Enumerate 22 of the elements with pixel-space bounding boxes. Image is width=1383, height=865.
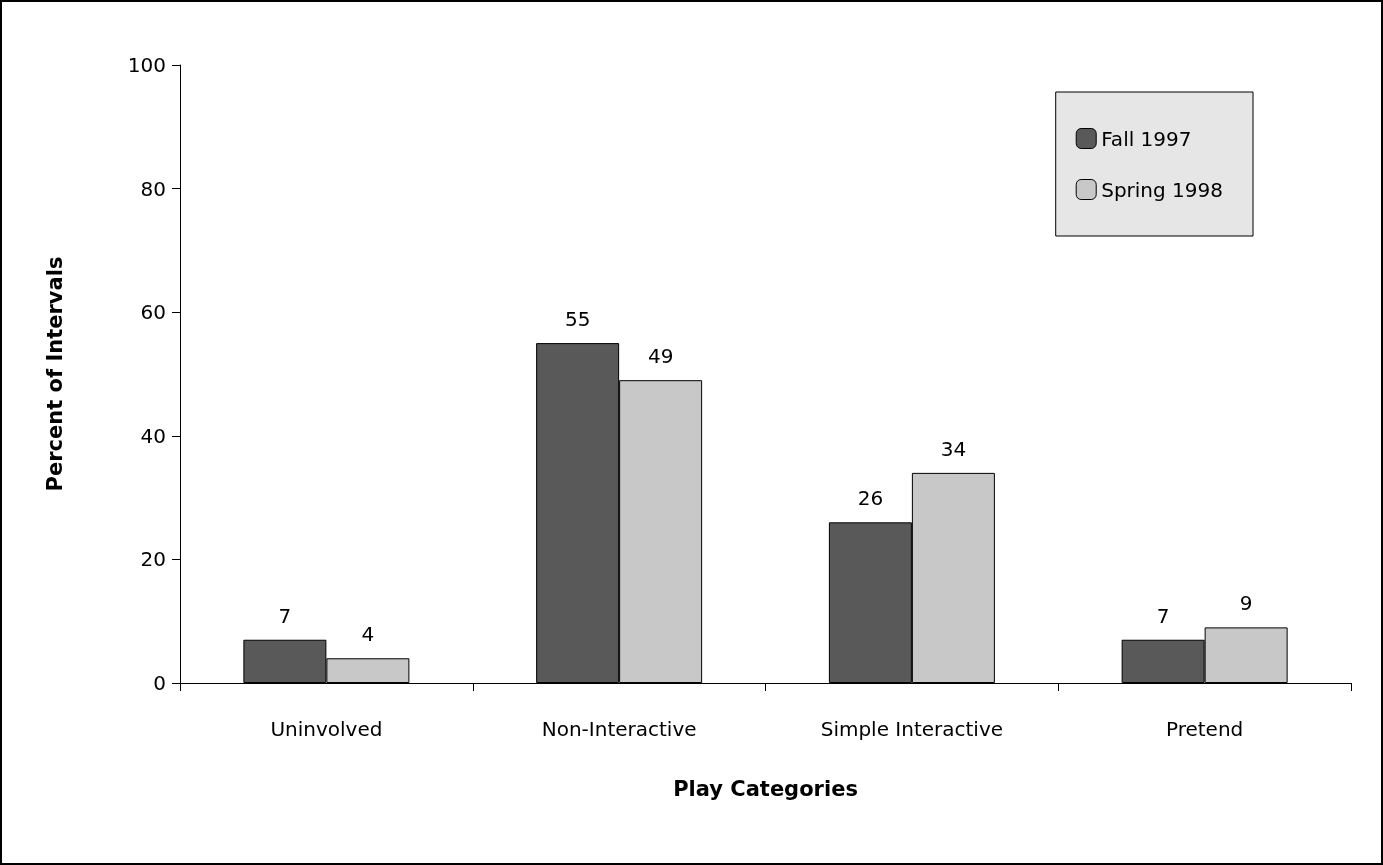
data-label: 49 [647, 344, 674, 369]
y-tick-label: 20 [140, 547, 166, 572]
data-label: 7 [278, 603, 292, 628]
x-axis-title: Play Categories [673, 776, 858, 801]
y-tick-label: 0 [153, 671, 166, 695]
x-tick-label: Simple Interactive [820, 717, 1004, 741]
data-label: 4 [361, 622, 375, 647]
data-label: 55 [564, 307, 591, 332]
x-tick-label: Non-Interactive [541, 717, 697, 741]
y-tick-label: 80 [140, 176, 166, 201]
legend-label: Spring 1998 [1101, 177, 1223, 202]
data-label: 26 [857, 486, 884, 511]
y-tick-label: 100 [127, 53, 166, 77]
y-axis-title: Percent of Intervals [42, 256, 67, 492]
y-tick-label: 60 [140, 300, 166, 325]
data-label: 9 [1239, 591, 1253, 616]
x-tick-label: Uninvolved [270, 717, 383, 741]
x-tick-label: Pretend [1165, 717, 1244, 741]
y-tick-label: 40 [140, 423, 166, 448]
data-label: 34 [940, 436, 967, 461]
legend-label: Fall 1997 [1101, 126, 1192, 151]
data-label: 7 [1156, 603, 1170, 628]
